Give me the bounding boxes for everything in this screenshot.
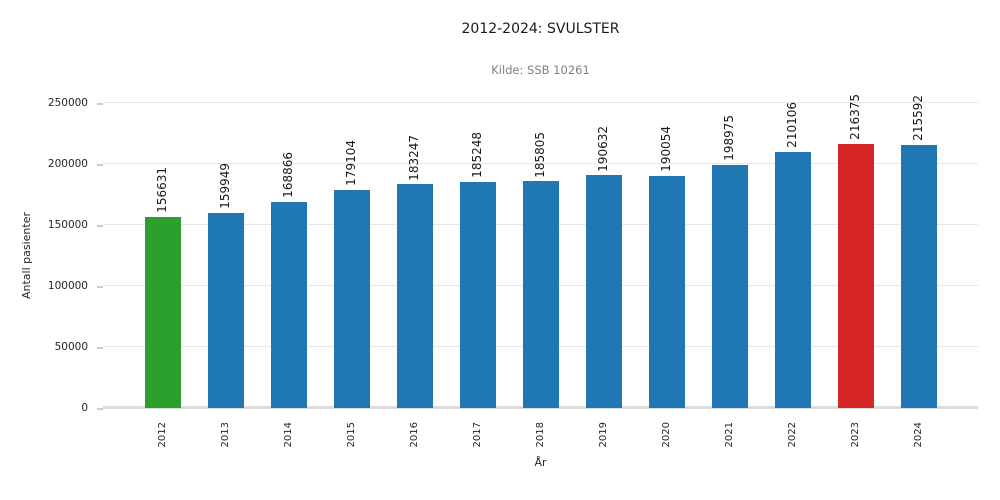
bar-value-label: 185805 [533,131,547,178]
bar-2013 [207,212,244,408]
bar-cell: 190632 [572,103,635,408]
bar-value-label: 190054 [659,126,673,173]
x-tick-label-2024: 2024 [913,422,924,448]
bar-2012 [144,216,181,408]
bar-2015 [333,189,370,408]
x-tick-label-2017: 2017 [472,422,483,448]
bar-2023 [837,144,874,408]
chart-title: 2012-2024: SVULSTER [461,21,620,37]
bar-2018 [522,181,559,408]
x-tick-label-2023: 2023 [850,422,861,448]
bar-cell: 216375 [824,94,887,408]
x-tick-label-2022: 2022 [787,422,798,448]
y-tick-mark [97,347,103,349]
bar-2016 [396,184,433,408]
bar-cell: 159949 [194,103,257,408]
bar-value-label: 215592 [911,95,925,141]
bar-cell: 168866 [257,103,320,408]
bar-cell: 198975 [698,103,761,408]
bar-cell: 190054 [635,103,698,408]
bar-2019 [585,175,622,408]
bar-value-label: 210106 [785,101,799,148]
gridline [103,163,978,164]
bar-cell: 183247 [383,103,446,408]
bar-2024 [900,144,937,408]
x-tick-label-2015: 2015 [346,422,357,448]
bar-value-label: 159949 [218,163,232,209]
bar-2022 [774,151,811,408]
y-tick-label: 150000 [47,219,88,231]
bar-cell: 185248 [446,103,509,408]
bar-value-label: 183247 [407,134,421,181]
x-tick-label-2018: 2018 [535,422,546,448]
bar-cell: 185805 [509,103,572,408]
y-tick-label: 100000 [47,280,88,292]
bar-cell: 179104 [320,103,383,408]
x-tick-label-2013: 2013 [220,422,231,448]
y-tick-label: 0 [81,402,88,414]
x-tick-label-2016: 2016 [409,422,420,448]
y-axis-label: Antall pasienter [20,212,33,300]
y-tick-mark [97,164,103,166]
y-tick-label: 50000 [54,341,88,353]
y-tick-label: 200000 [47,158,88,170]
bar-cell: 215592 [887,95,950,408]
bar-value-label: 190632 [596,125,610,172]
x-tick-label-2014: 2014 [283,422,294,448]
bar-value-label: 216375 [848,94,862,141]
bar-2017 [459,182,496,408]
y-tick-mark [97,225,103,227]
bar-2021 [711,165,748,408]
y-tick-mark [97,286,103,288]
y-tick-mark [97,408,103,410]
bar-value-label: 198975 [722,115,736,162]
x-tick-label-2021: 2021 [724,422,735,448]
y-tick-label: 250000 [47,97,88,109]
bar-value-label: 168866 [281,152,295,198]
x-axis-label: År [534,456,547,469]
y-tick-mark [97,103,103,105]
bar-2020 [648,176,685,408]
x-tick-label-2020: 2020 [661,422,672,448]
gridline [103,102,978,103]
bar-value-label: 179104 [344,139,358,186]
bar-cell: 210106 [761,101,824,408]
bar-value-label: 156631 [155,167,169,213]
bar-value-label: 185248 [470,132,484,178]
chart-subtitle: Kilde: SSB 10261 [491,63,590,77]
bar-2014 [270,201,307,408]
bar-cell: 156631 [131,103,194,408]
x-tick-label-2012: 2012 [157,422,168,448]
x-tick-label-2019: 2019 [598,422,609,448]
plot-area: 156631 159949 168866 179104 183247 185248 1858… [103,94,978,409]
